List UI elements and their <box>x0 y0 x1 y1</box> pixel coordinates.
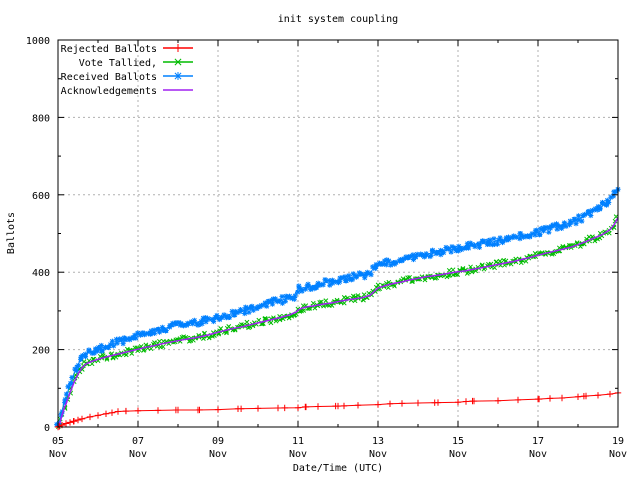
x-tick-label-month: Nov <box>529 449 547 460</box>
x-tick-label-day: 11 <box>292 436 304 447</box>
x-tick-label-day: 15 <box>452 436 464 447</box>
x-tick-label-month: Nov <box>129 449 147 460</box>
legend-sample-marker <box>174 72 182 80</box>
x-tick-label-day: 09 <box>212 436 224 447</box>
x-tick-label-day: 13 <box>372 436 384 447</box>
tick-labels: 0 200 400 600 800 1000 05 Nov 07 Nov 09 Nov 11 Nov 13 N… <box>26 36 627 460</box>
x-tick-label-month: Nov <box>609 449 627 460</box>
series-received-ballots <box>54 186 621 428</box>
series-line <box>57 392 619 428</box>
y-tick-label: 0 <box>44 423 50 434</box>
y-tick-label: 400 <box>32 268 50 279</box>
legend-label: Received Ballots <box>61 72 157 83</box>
legend-sample-marker <box>174 44 182 52</box>
series-line <box>57 217 619 428</box>
series-line <box>57 186 619 428</box>
series-vote-tallied <box>55 214 619 430</box>
plot-frame <box>57 39 619 428</box>
legend-entry-acknowledgements: Acknowledgements <box>61 86 193 97</box>
legend-sample-marker <box>174 58 182 66</box>
chart-title: init system coupling <box>278 14 398 25</box>
y-axis-label: Ballots <box>6 212 17 254</box>
x-tick-label-month: Nov <box>209 449 227 460</box>
series-markers <box>55 214 619 430</box>
x-tick-label-day: 05 <box>52 436 64 447</box>
y-tick-label: 800 <box>32 113 50 124</box>
x-tick-label-month: Nov <box>369 449 387 460</box>
series-acknowledgements <box>57 217 619 428</box>
legend-label: Rejected Ballots <box>61 44 157 55</box>
legend-entry-vote-tallied: Vote Tallied, <box>79 58 193 69</box>
series-markers <box>54 186 621 428</box>
legend-entry-received-ballots: Received Ballots <box>61 72 193 83</box>
y-tick-label: 600 <box>32 191 50 202</box>
x-tick-label-day: 19 <box>612 436 624 447</box>
legend-entry-rejected-ballots: Rejected Ballots <box>61 44 193 55</box>
legend-label: Acknowledgements <box>61 86 157 97</box>
y-tick-label: 200 <box>32 346 50 357</box>
x-tick-label-month: Nov <box>289 449 307 460</box>
gridlines <box>58 40 618 427</box>
x-tick-label-day: 17 <box>532 436 544 447</box>
x-tick-label-month: Nov <box>449 449 467 460</box>
x-tick-label-day: 07 <box>132 436 144 447</box>
x-tick-label-month: Nov <box>49 449 67 460</box>
series-line <box>57 217 619 428</box>
data-series <box>54 186 622 431</box>
legend: Rejected Ballots Vote Tallied, Received Ba… <box>61 44 193 97</box>
legend-label: Vote Tallied, <box>79 58 157 69</box>
x-axis-label: Date/Time (UTC) <box>293 463 383 474</box>
y-tick-label: 1000 <box>26 36 50 47</box>
